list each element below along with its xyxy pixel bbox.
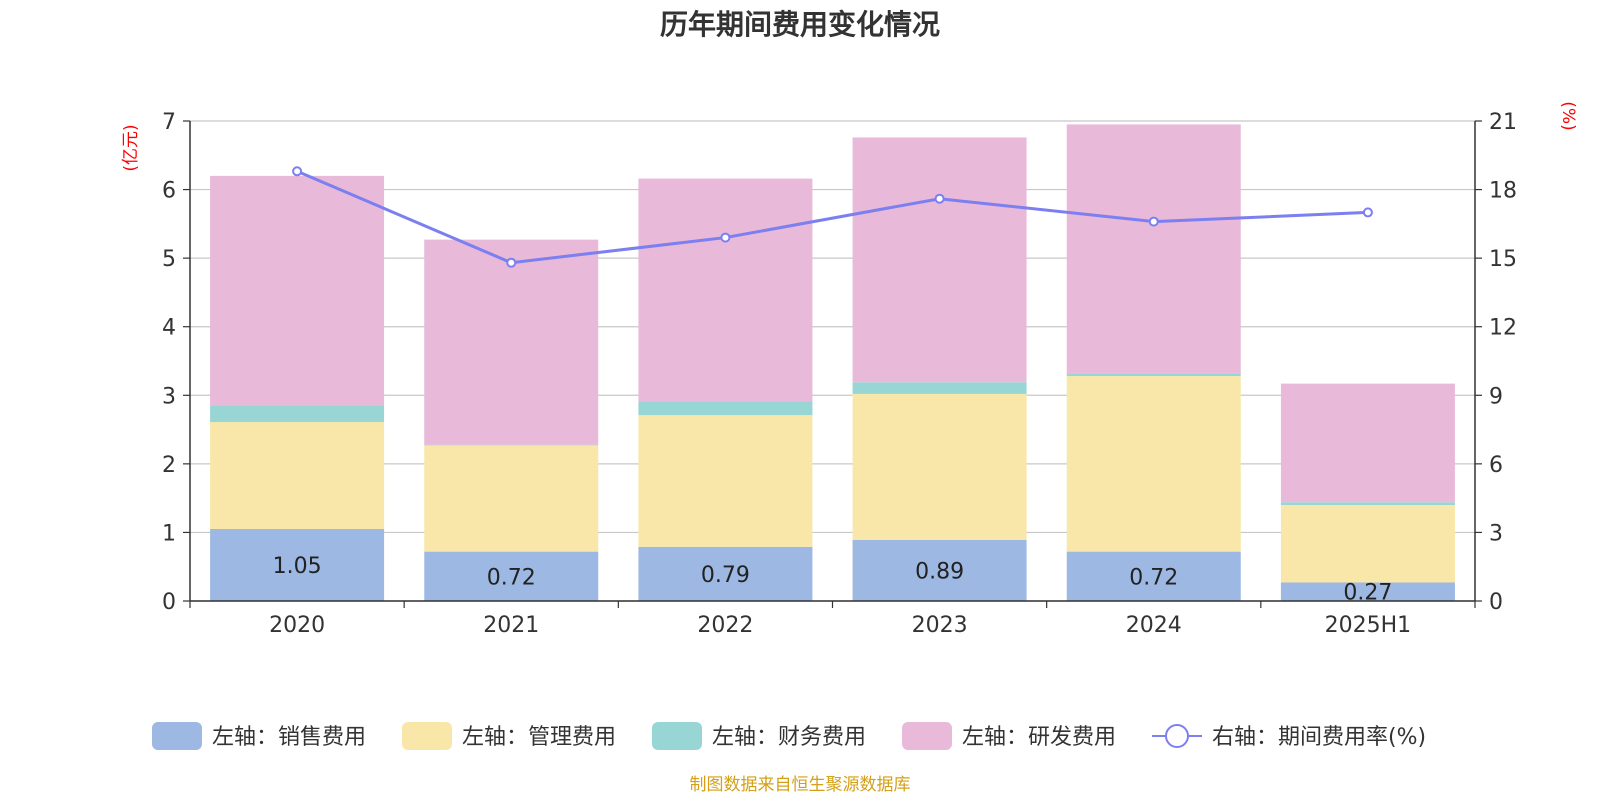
legend-label: 左轴：财务费用 [712,725,866,750]
right-axis-tick-label: 6 [1489,453,1503,478]
x-axis-tick-label: 2024 [1126,613,1182,638]
bar-data-label: 0.72 [487,565,536,590]
bar-data-label: 1.05 [273,554,322,579]
bar-segment [1280,505,1455,583]
bar-segment [210,175,385,406]
bar-segment [424,239,599,445]
bar-segment [1066,551,1241,601]
bar-segment [1280,502,1455,505]
bar-segment [852,539,1027,601]
rate-line-series [292,166,1373,268]
bar-stacks [210,124,1455,601]
bar-data-label: 0.72 [1129,565,1178,590]
left-axis-tick-label: 3 [162,384,176,409]
rate-line-point [1148,216,1159,227]
left-axis-tick-label: 5 [162,247,176,272]
left-axis-tick-label: 2 [162,453,176,478]
left-axis-unit-label: (亿元) [121,124,141,171]
legend-label: 左轴：研发费用 [962,725,1116,750]
right-axis-tick-label: 3 [1489,521,1503,546]
x-axis-tick-label: 2025H1 [1325,613,1412,638]
rate-line [296,169,1368,265]
right-axis-tick-label: 9 [1489,384,1503,409]
legend-label: 右轴：期间费用率(%) [1212,725,1426,750]
data-labels: 1.05 0.72 0.79 0.89 0.72 0.27 [273,554,1393,606]
bar-segment [210,529,385,601]
bar-data-label: 0.27 [1343,581,1392,606]
bar-segment [424,551,599,601]
rate-line-point [720,232,731,243]
left-axis-tick-label: 7 [162,110,176,135]
gridlines [190,120,1475,602]
right-axis-unit-label: (%) [1558,101,1578,130]
bar-segment [1280,582,1455,601]
bar-data-label: 0.89 [915,559,964,584]
source-note: 制图数据来自恒生聚源数据库 [690,775,911,795]
bar-segment [638,415,813,547]
bar-segment [852,382,1027,394]
x-axis-tick-label: 2023 [912,613,968,638]
bar-segment [1066,124,1241,374]
bar-segment [424,444,599,446]
legend: 左轴：销售费用 左轴：管理费用 左轴：财务费用 左轴：研发费用 右轴：期间费用率(%) [152,722,1426,750]
bar-segment [1280,383,1455,503]
bar-segment [210,422,385,529]
left-axis-tick-label: 4 [162,316,176,341]
bar-segment [638,546,813,601]
legend-swatch [902,722,952,750]
x-axis-tick-label: 2021 [483,613,539,638]
right-axis-tick-label: 0 [1489,590,1503,615]
rate-line-point [292,166,303,177]
bar-segment [1066,376,1241,552]
left-axis-tick-label: 6 [162,179,176,204]
legend-line-marker [1165,724,1189,748]
rate-line-point [1362,207,1373,218]
legend-swatch [152,722,202,750]
bar-segment [638,401,813,416]
legend-swatch [402,722,452,750]
bar-segment [1066,373,1241,377]
left-axis-tick-label: 1 [162,521,176,546]
bar-segment [424,445,599,552]
rate-line-point [506,257,517,268]
right-axis-tick-label: 18 [1489,179,1517,204]
right-axis-tick-label: 21 [1489,110,1517,135]
left-axis-tick-label: 0 [162,590,176,615]
right-axis-tick-label: 12 [1489,316,1517,341]
bar-segment [638,178,813,402]
bar-segment [852,137,1027,383]
bar-segment [210,405,385,423]
chart-title: 历年期间费用变化情况 [660,8,940,41]
bar-segment [852,393,1027,540]
legend-label: 左轴：管理费用 [462,725,616,750]
legend-label: 左轴：销售费用 [212,725,366,750]
bar-data-label: 0.79 [701,563,750,588]
legend-swatch [652,722,702,750]
rate-line-point [934,193,945,204]
x-axis-tick-label: 2020 [269,613,325,638]
x-axis-tick-label: 2022 [697,613,753,638]
right-axis-tick-label: 15 [1489,247,1517,272]
